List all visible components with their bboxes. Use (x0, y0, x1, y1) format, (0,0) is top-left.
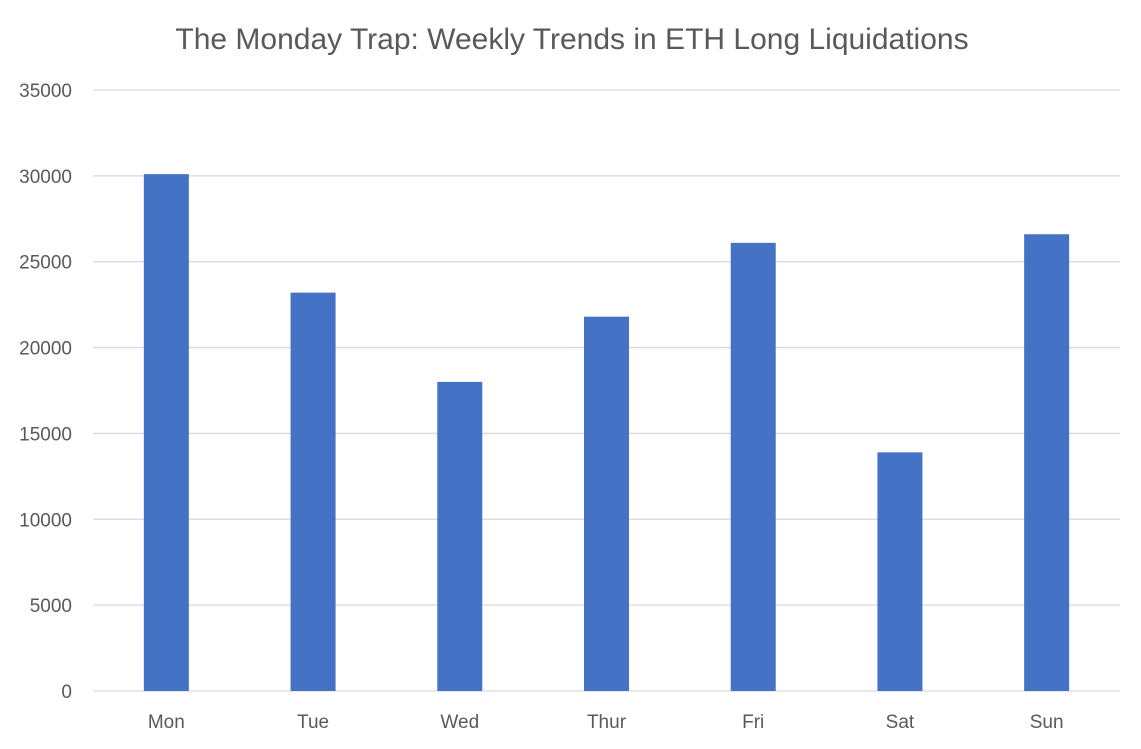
y-tick-label: 5000 (30, 596, 72, 617)
y-tick-label: 15000 (19, 424, 72, 445)
bar-sun (1024, 234, 1070, 692)
x-axis-tick-labels: Mon Tue Wed Thur Fri Sat Sun (148, 712, 1064, 733)
x-tick-label-tue: Tue (297, 712, 329, 733)
bar-fri (730, 242, 776, 691)
x-tick-label-mon: Mon (148, 712, 185, 733)
x-tick-label-wed: Wed (440, 712, 479, 733)
bar-mon (143, 174, 189, 691)
bar-tue (290, 292, 336, 691)
x-tick-label-fri: Fri (742, 712, 764, 733)
bar-sat (877, 452, 923, 691)
y-tick-label: 0 (61, 682, 72, 703)
y-tick-label: 20000 (19, 339, 72, 360)
x-tick-label-thur: Thur (587, 712, 627, 733)
chart-title: The Monday Trap: Weekly Trends in ETH Lo… (175, 23, 968, 56)
bar-thur (584, 316, 629, 691)
x-tick-label-sun: Sun (1030, 712, 1064, 733)
y-tick-label: 30000 (19, 167, 72, 188)
bar-wed (437, 381, 483, 691)
y-tick-label: 10000 (19, 510, 72, 531)
y-tick-label: 35000 (19, 81, 72, 102)
y-tick-label: 25000 (19, 253, 72, 274)
bars (143, 174, 1070, 692)
y-axis-tick-labels: 0 5000 10000 15000 20000 25000 30000 35000 (19, 81, 72, 703)
x-tick-label-sat: Sat (886, 712, 915, 733)
